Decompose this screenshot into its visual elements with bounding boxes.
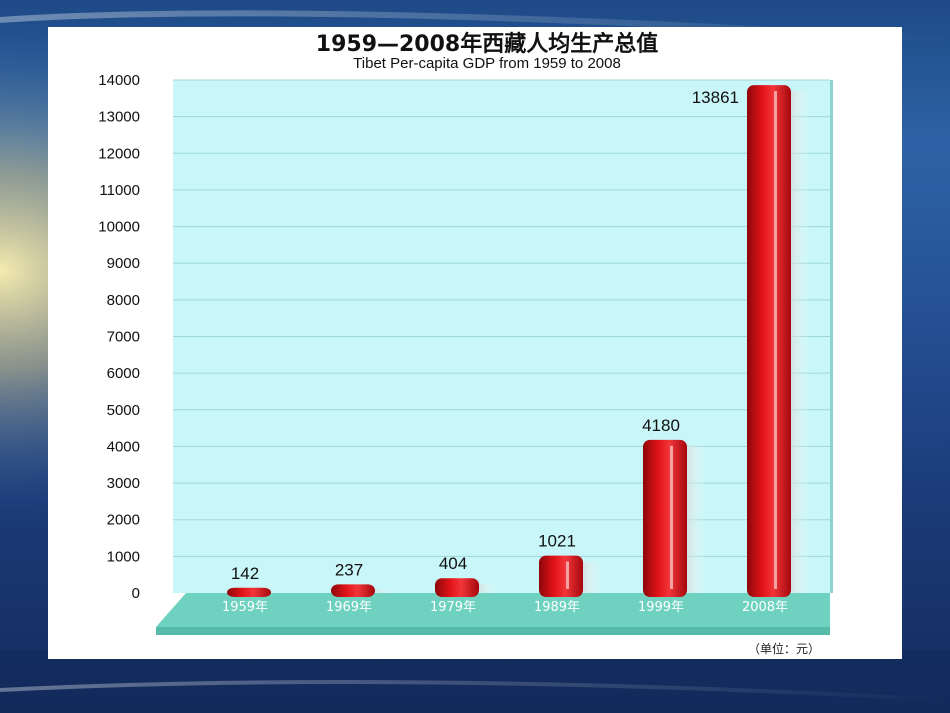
bar-highlight	[774, 91, 777, 590]
chart-card: 1959—2008年西藏人均生产总值 Tibet Per-capita GDP …	[48, 27, 902, 659]
x-axis-categories: 1959年 1969年 1979年 1989年 1999年 2008年	[222, 600, 788, 615]
bar-shadow	[687, 445, 705, 593]
bars	[227, 85, 809, 597]
y-tick-label: 9000	[107, 255, 140, 272]
bar-highlight	[566, 561, 569, 589]
y-tick-label: 13000	[98, 109, 140, 126]
y-axis-ticks: 0 1000 2000 3000 4000 5000 6000 7000 8000 9000 100…	[98, 72, 140, 602]
y-tick-label: 1000	[107, 548, 140, 565]
y-tick-label: 0	[132, 585, 140, 602]
bar-shadow	[583, 561, 601, 593]
x-category-label: 1999年	[638, 600, 684, 615]
floor-platform	[156, 593, 830, 627]
x-category-label: 1989年	[534, 600, 580, 615]
bar-chart: 1959—2008年西藏人均生产总值 Tibet Per-capita GDP …	[98, 31, 833, 656]
bar	[331, 584, 375, 597]
bar-shadow	[479, 584, 497, 593]
data-label: 404	[439, 554, 467, 573]
data-label: 13861	[692, 88, 739, 107]
data-label: 1021	[538, 532, 576, 551]
y-tick-label: 10000	[98, 219, 140, 236]
bar-shadow	[791, 91, 809, 594]
unit-note: （单位：元）	[748, 641, 820, 656]
x-category-label: 1979年	[430, 600, 476, 615]
grid-lines	[173, 79, 830, 557]
bar	[643, 439, 687, 597]
y-tick-label: 4000	[107, 438, 140, 455]
bar	[747, 85, 791, 597]
y-tick-label: 2000	[107, 512, 140, 529]
y-tick-label: 14000	[98, 72, 140, 89]
y-tick-label: 7000	[107, 329, 140, 346]
y-tick-label: 8000	[107, 292, 140, 309]
data-label: 4180	[642, 416, 680, 435]
y-tick-label: 6000	[107, 365, 140, 382]
plot-right-wall	[830, 80, 833, 593]
data-label: 142	[231, 564, 259, 583]
bar	[539, 555, 583, 597]
y-tick-label: 3000	[107, 475, 140, 492]
x-category-label: 1959年	[222, 600, 268, 615]
data-labels: 142 237 404 1021 4180 13861	[231, 88, 739, 583]
bar-highlight	[670, 445, 673, 589]
y-tick-label: 12000	[98, 145, 140, 162]
data-label: 237	[335, 560, 363, 579]
x-category-label: 1969年	[326, 600, 372, 615]
chart-subtitle: Tibet Per-capita GDP from 1959 to 2008	[353, 55, 621, 72]
floor-front-edge	[156, 627, 830, 635]
x-category-label: 2008年	[742, 600, 788, 615]
bar	[227, 587, 271, 597]
y-tick-label: 11000	[99, 182, 140, 199]
chart-title: 1959—2008年西藏人均生产总值	[316, 31, 658, 57]
bar-shadow	[375, 590, 393, 593]
y-tick-label: 5000	[107, 402, 140, 419]
bar	[435, 578, 479, 597]
